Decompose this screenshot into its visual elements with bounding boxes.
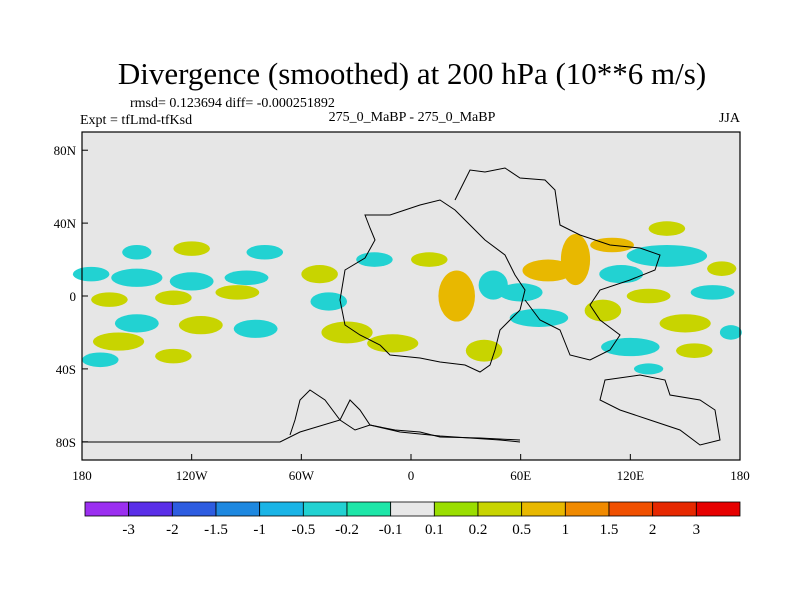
- colorbar-swatch: [84, 501, 130, 517]
- australia-outline: [599, 374, 721, 446]
- divergence-cell: [411, 252, 448, 267]
- colorbar-label: -0.1: [379, 522, 403, 538]
- y-tick-label: 80S: [56, 435, 76, 450]
- colorbar-swatch: [390, 501, 435, 517]
- colorbar-label: -3: [122, 522, 135, 538]
- colorbar-swatch: [564, 501, 610, 517]
- divergence-cell: [522, 259, 574, 282]
- colorbar-swatch: [652, 501, 697, 517]
- divergence-cell: [707, 261, 737, 276]
- divergence-cell: [356, 252, 393, 267]
- colorbar-label: -2: [166, 522, 179, 538]
- divergence-cell: [169, 272, 214, 291]
- divergence-cell: [173, 241, 210, 256]
- divergence-cell: [676, 343, 713, 358]
- colorbar-swatch: [259, 501, 304, 517]
- divergence-cell: [122, 244, 152, 260]
- colorbar-swatch: [521, 501, 566, 517]
- x-tick-label: 60E: [510, 468, 531, 483]
- south-america-outline: [289, 389, 521, 441]
- divergence-cell: [659, 314, 711, 333]
- divergence-cell: [584, 299, 622, 322]
- divergence-cell: [690, 285, 735, 300]
- colorbar-label: 0.1: [425, 522, 444, 538]
- season-label: JJA: [719, 111, 741, 126]
- divergence-cell: [215, 285, 260, 300]
- divergence-cell: [367, 334, 419, 353]
- colorbar-label: -0.5: [291, 522, 315, 538]
- colorbar-swatch: [171, 501, 217, 517]
- divergence-cell: [82, 352, 119, 368]
- colorbar-label: 2: [649, 522, 657, 538]
- colorbar-label: 0.2: [469, 522, 488, 538]
- coastline-outlines: [82, 167, 721, 446]
- divergence-cell: [633, 363, 664, 375]
- colorbar-swatch: [128, 501, 173, 517]
- case-label: 275_0_MaBP - 275_0_MaBP: [329, 110, 496, 125]
- divergence-cells: [72, 221, 742, 375]
- divergence-cell: [498, 283, 543, 302]
- colorbar-label: 3: [693, 522, 701, 538]
- x-tick-label: 120E: [617, 468, 645, 483]
- divergence-cell: [560, 234, 591, 286]
- divergence-cell: [246, 244, 284, 260]
- divergence-cell: [91, 292, 128, 307]
- divergence-cell: [224, 270, 269, 286]
- africa-europe-outline: [339, 199, 526, 373]
- divergence-cell: [719, 325, 742, 340]
- colorbar-swatch: [695, 501, 741, 517]
- divergence-cell: [626, 288, 671, 304]
- divergence-cell: [155, 348, 192, 364]
- divergence-cell: [178, 316, 223, 335]
- divergence-cell: [321, 321, 373, 344]
- colorbar-swatch: [433, 501, 479, 517]
- antarctica-outline: [82, 399, 521, 443]
- y-tick-label: 40N: [54, 216, 77, 231]
- divergence-cell: [114, 314, 159, 333]
- colorbar-swatch: [302, 501, 348, 517]
- divergence-cell: [438, 270, 475, 322]
- colorbar-swatch: [346, 501, 392, 517]
- divergence-cell: [72, 266, 110, 282]
- colorbar-label: -1: [253, 522, 266, 538]
- divergence-cell: [92, 332, 145, 351]
- divergence-cell: [111, 268, 163, 287]
- colorbar-swatch: [608, 501, 654, 517]
- divergence-cell: [648, 221, 686, 236]
- divergence-cell: [233, 319, 278, 338]
- stats-line: rmsd= 0.123694 diff= -0.000251892: [130, 96, 335, 111]
- chart-title: Divergence (smoothed) at 200 hPa (10**6 …: [118, 56, 706, 91]
- colorbar-swatch: [215, 501, 261, 517]
- divergence-cell: [155, 290, 192, 306]
- y-tick-label: 40S: [56, 362, 76, 377]
- divergence-cell: [301, 265, 338, 284]
- divergence-cell: [310, 292, 348, 311]
- colorbar-label: 1: [562, 522, 570, 538]
- x-tick-label: 0: [408, 468, 415, 483]
- x-tick-label: 60W: [289, 468, 315, 483]
- y-tick-label: 0: [70, 289, 77, 304]
- divergence-cell: [599, 265, 644, 284]
- colorbar-label: 1.5: [600, 522, 619, 538]
- divergence-cell: [601, 337, 660, 357]
- colorbar-swatch: [477, 501, 523, 517]
- y-tick-label: 80N: [54, 143, 77, 158]
- colorbar-label: -0.2: [335, 522, 359, 538]
- x-tick-label: 180: [72, 468, 92, 483]
- colorbar-label: 0.5: [512, 522, 531, 538]
- colorbar: -3 -2 -1.5 -1 -0.5 -0.2 -0.1 0.1 0.2 0.5 1 1.5 2 3: [84, 501, 741, 538]
- axis-ticks: 180 120W 60W 0 60E 120E 180 80N 40N 0 40S 80S: [54, 143, 750, 483]
- asia-outline: [454, 167, 661, 361]
- x-tick-label: 180: [730, 468, 750, 483]
- x-tick-label: 120W: [176, 468, 209, 483]
- plot-area: 180 120W 60W 0 60E 120E 180 80N 40N 0 40S 80S: [54, 131, 750, 483]
- expt-label: Expt = tfLmd-tfKsd: [80, 113, 192, 128]
- colorbar-label: -1.5: [204, 522, 228, 538]
